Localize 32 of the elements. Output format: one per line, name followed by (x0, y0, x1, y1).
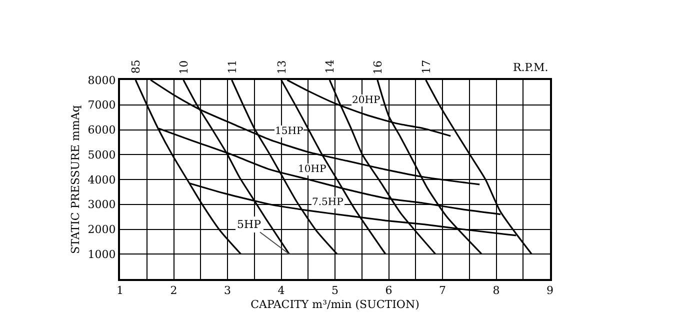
x-tick-label: 5 (332, 284, 338, 298)
text: 13 (275, 60, 288, 74)
y-tick-label: 5000 (88, 148, 116, 162)
y-tick-label: 2000 (88, 223, 116, 236)
x-axis-title: CAPACITY m³/min (SUCTION) (250, 298, 420, 311)
annotation: 5HP (237, 218, 262, 231)
x-tick-label: 7 (439, 284, 446, 298)
x-tick-label: 3 (224, 284, 231, 298)
x-tick-label: 1 (116, 284, 124, 298)
series-label: 10HP (298, 164, 326, 175)
series-label: 7.5HP (312, 197, 344, 208)
text: 14 (324, 60, 337, 74)
y-tick-label: 6000 (88, 124, 116, 137)
x-tick-label: 4 (278, 284, 285, 298)
y-tick-label: 8000 (88, 74, 116, 87)
text: 17 (420, 60, 433, 74)
text: 16 (371, 60, 384, 74)
x-tick-label: 2 (170, 284, 178, 298)
text: 85 (130, 60, 143, 74)
x-tick-label: 9 (546, 284, 554, 298)
x-tick-label: 6 (385, 284, 392, 298)
y-tick-label: 7000 (88, 98, 116, 112)
y-tick-label: 3000 (88, 198, 116, 212)
text: R.P.M. (513, 61, 548, 74)
series-label: 20HP (352, 95, 380, 106)
y-tick-label: 1000 (88, 248, 116, 261)
text: 10 (177, 60, 190, 74)
y-axis-title: STATIC PRESSURE mmAq (68, 105, 82, 254)
series-label: 15HP (275, 126, 304, 137)
y-tick-label: 4000 (88, 173, 116, 186)
text: 11 (226, 60, 239, 74)
x-tick-label: 8 (492, 284, 500, 298)
